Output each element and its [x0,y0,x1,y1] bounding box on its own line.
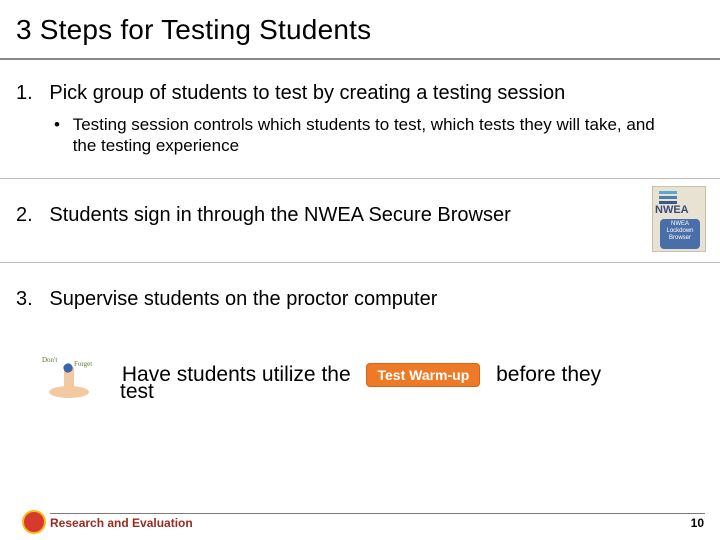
note-part1: Have students utilize the [122,363,351,387]
step-2: 2. Students sign in through the NWEA Sec… [16,204,511,227]
step-1-number: 1. [16,82,33,104]
nwea-stripes [659,191,677,205]
title-divider [0,58,720,60]
bullet-dot-icon: • [54,114,60,135]
nwea-logo-text: NWEA [655,204,689,216]
footer-text: Research and Evaluation [50,516,193,530]
nwea-block-line3: Browser [660,235,700,242]
page-number: 10 [691,516,704,530]
footer-divider [50,513,705,514]
divider-after-step1 [0,178,720,179]
dont-forget-icon: Don't Forget [40,352,98,398]
step-1: 1. Pick group of students to test by cre… [16,82,565,105]
note-part3: test [120,380,154,404]
step-2-text: Students sign in through the NWEA Secure… [49,204,510,226]
step-1-text: Pick group of students to test by creati… [49,82,565,104]
nwea-stripe-2 [659,196,677,199]
step-1-bullet: • Testing session controls which student… [54,114,694,157]
footer-logo-icon [22,510,46,534]
slide: 3 Steps for Testing Students 1. Pick gro… [0,0,720,540]
nwea-stripe-1 [659,191,677,194]
step-1-bullet-text: Testing session controls which students … [73,114,683,157]
svg-text:Forget: Forget [74,360,92,368]
footer: Research and Evaluation 10 [0,510,720,540]
nwea-browser-icon: NWEA NWEA Lockdown Browser [652,186,706,252]
page-title: 3 Steps for Testing Students [16,14,371,46]
step-2-number: 2. [16,204,33,226]
step-3: 3. Supervise students on the proctor com… [16,288,437,311]
step-3-number: 3. [16,288,33,310]
nwea-block: NWEA Lockdown Browser [660,219,700,249]
svg-text:Don't: Don't [42,356,57,364]
test-warmup-button[interactable]: Test Warm-up [366,363,480,387]
nwea-block-line1: NWEA [660,221,700,228]
step-3-text: Supervise students on the proctor comput… [49,288,437,310]
nwea-block-line2: Lockdown [660,228,700,235]
note-part2: before they [496,363,601,387]
divider-after-step2 [0,262,720,263]
